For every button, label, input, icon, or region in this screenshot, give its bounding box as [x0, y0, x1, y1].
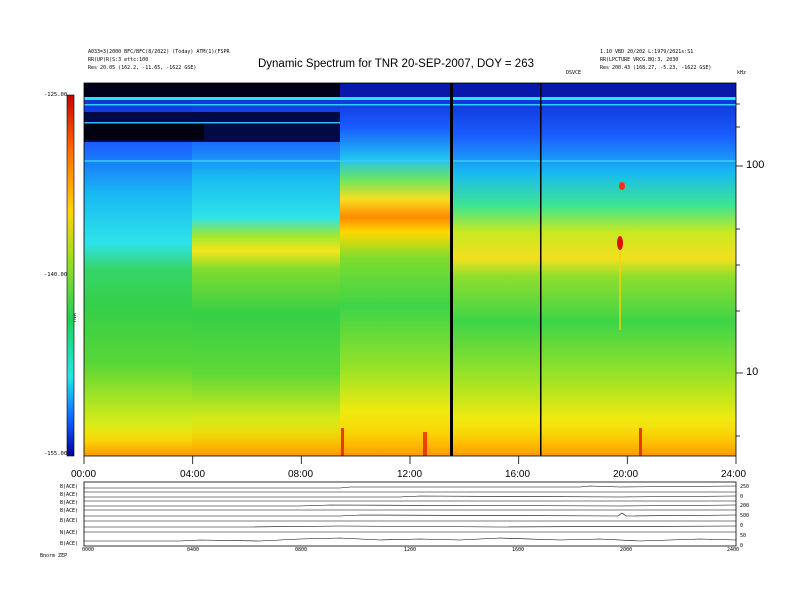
panel-label-5: B(ACE)	[60, 518, 79, 524]
x-tick-label-0000: 00:00	[71, 469, 97, 480]
dark-top-band	[84, 83, 340, 97]
dark-blue-right	[340, 83, 736, 97]
panel-trace-3	[84, 504, 737, 507]
header-right-line-3: Res 200.43 (168.27, -5.23, -1622 GSE)	[600, 65, 712, 71]
chart-title: Dynamic Spectrum for TNR 20-SEP-2007, DO…	[257, 58, 534, 70]
panel-label-3: B(ACE)	[60, 500, 79, 506]
interference-line-4	[84, 160, 736, 162]
panel-trace-1	[84, 485, 737, 489]
event-streak	[619, 250, 621, 330]
spectrogram-segment-1	[84, 83, 192, 456]
x-tick-label-1600: 16:00	[505, 469, 531, 480]
panel-right-value-5: 0	[740, 523, 744, 529]
y-tick-label-10: 10	[746, 366, 759, 378]
header-mid-label: DSVCE	[566, 70, 582, 76]
x-tick-label-2000: 20:00	[613, 469, 639, 480]
x-axis-ticks	[83, 456, 737, 464]
event-spot	[617, 236, 623, 250]
panel-trace-6	[84, 537, 737, 542]
dark-top-band-3	[84, 124, 204, 140]
colorbar-mid-label: -140.00	[44, 272, 68, 278]
spectrogram-panel	[84, 83, 736, 456]
bottom-panels	[83, 481, 737, 547]
y-axis-ticks	[736, 103, 743, 437]
header-left-line-1: A033=3(2000 BFC/BFC(8/2022) (Today) ATM(…	[88, 49, 230, 55]
spectrogram-segment-2	[192, 83, 340, 456]
y-tick-label-100: 100	[746, 159, 765, 171]
panel-right-value-6: 50	[740, 533, 747, 539]
panel-label-6: N(ACE)	[60, 530, 79, 536]
panel-trace-2	[84, 495, 737, 498]
header-left-line-2: RR(UP)R(S:3 ettc:100	[88, 57, 149, 63]
red-spike-1	[341, 428, 344, 456]
colorbar-min-label: -155.00	[44, 451, 68, 457]
interference-line-3	[84, 122, 340, 124]
panel-time-2000: 2000	[620, 547, 633, 553]
panel-time-1600: 1600	[512, 547, 525, 553]
bottom-footer: Bnorm ZEP	[40, 553, 68, 559]
panel-label-2: B(ACE)	[60, 492, 79, 498]
interference-line-1	[84, 97, 736, 100]
header-left-line-3: Res 20.05 (162.2, -11.65, -1622 GSE)	[88, 65, 197, 71]
spectrogram-segment-3	[340, 83, 452, 456]
spectrogram-segment-4	[452, 83, 736, 456]
interference-line-2	[84, 104, 736, 106]
panel-right-value-4: 500	[740, 513, 750, 519]
panel-right-value-2: 0	[740, 494, 744, 500]
colorbar	[66, 94, 75, 457]
x-tick-label-1200: 12:00	[397, 469, 423, 480]
header-right-line-2: RR(LPCTURE VRCG.BQ:3, 2030	[600, 57, 679, 63]
panel-label-1: B(ACE)	[60, 484, 79, 490]
red-spike-2	[423, 432, 427, 456]
panel-trace-4	[84, 512, 737, 517]
data-gap-2	[540, 83, 542, 456]
panel-time-0000: 0000	[82, 547, 95, 553]
red-spike-3	[639, 428, 642, 456]
khz-label: kHz	[737, 70, 747, 76]
panel-time-0400: 0400	[187, 547, 200, 553]
bottom-warm-band	[84, 425, 736, 456]
colorbar-max-label: -125.00	[44, 92, 68, 98]
panel-right-value-1: 250	[740, 484, 750, 490]
panel-time-0800: 0800	[295, 547, 308, 553]
header-right-line-1: 1.10 VBD 20/202 L:1979/2021s:S1	[600, 49, 694, 55]
event-spot-upper	[619, 182, 625, 190]
x-tick-label-0400: 04:00	[180, 469, 206, 480]
panel-trace-5	[84, 525, 737, 528]
panel-right-value-3: 200	[740, 503, 750, 509]
panel-time-1200: 1200	[404, 547, 417, 553]
bottom-panels-frame	[83, 481, 737, 547]
x-tick-label-2400: 24:00	[721, 469, 747, 480]
panel-label-7: B(ACE)	[60, 541, 79, 547]
x-tick-label-0800: 08:00	[288, 469, 314, 480]
panel-time-2400: 2400	[727, 547, 740, 553]
panel-label-4: B(ACE)	[60, 508, 79, 514]
data-gap-1	[450, 83, 453, 456]
panel-right-value-7: 0	[740, 543, 744, 549]
